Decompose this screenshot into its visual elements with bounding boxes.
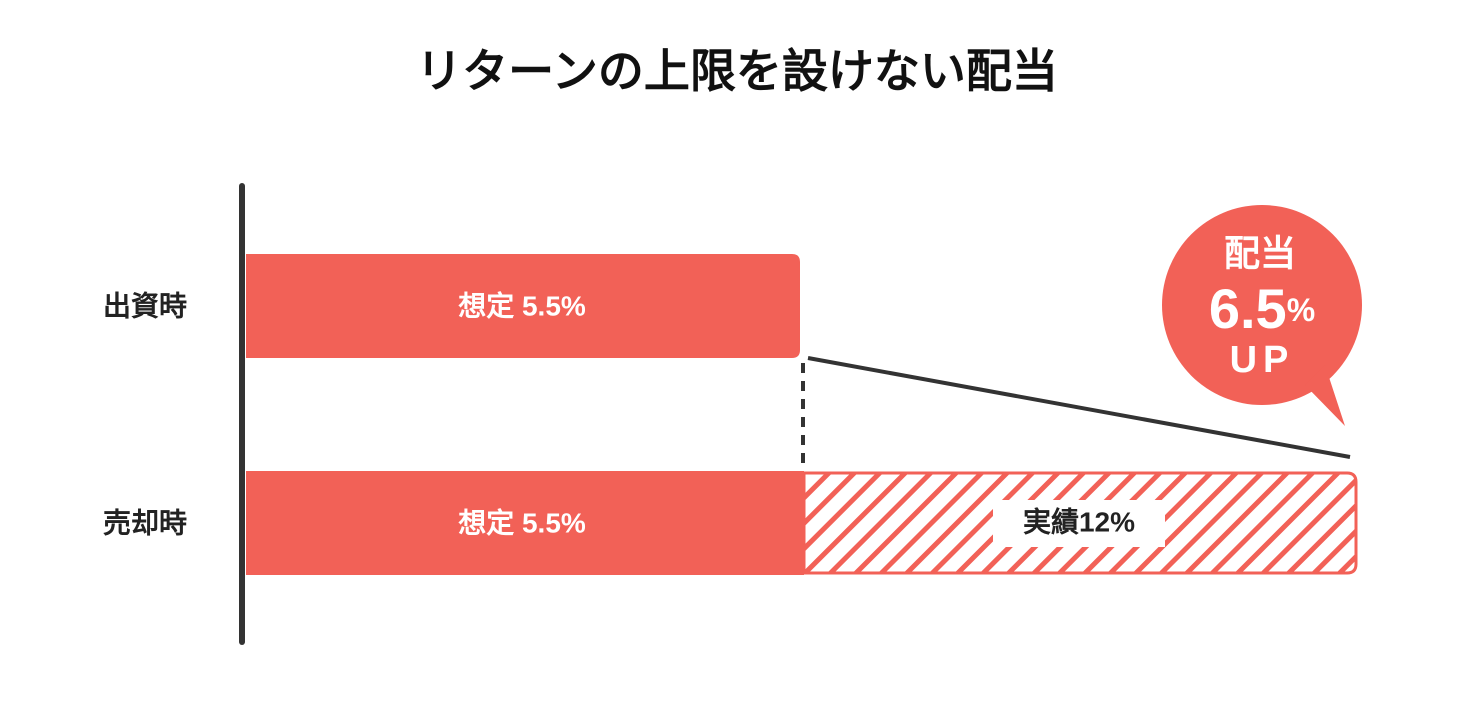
row-label: 売却時 <box>103 507 187 538</box>
bar-label: 想定 5.5% <box>458 289 586 321</box>
label-box <box>993 500 1165 547</box>
badge-unit: % <box>1287 292 1315 328</box>
bar-label: 想定 5.5% <box>458 506 586 538</box>
badge-title: 配当 <box>1224 233 1296 274</box>
badge-value: 6.5 <box>1209 277 1287 340</box>
row-label: 出資時 <box>103 290 187 321</box>
slope-line <box>807 356 1351 459</box>
bar-label: 実績12% <box>1023 505 1135 537</box>
badge-caption: UP <box>1230 339 1295 381</box>
title: リターンの上限を設けない配当 <box>416 45 1058 97</box>
bar <box>246 471 804 575</box>
bar <box>246 254 800 358</box>
badge-tail <box>1305 365 1345 426</box>
badge-value-text: 6.5% <box>1209 277 1315 340</box>
badge-circle <box>1162 205 1362 405</box>
